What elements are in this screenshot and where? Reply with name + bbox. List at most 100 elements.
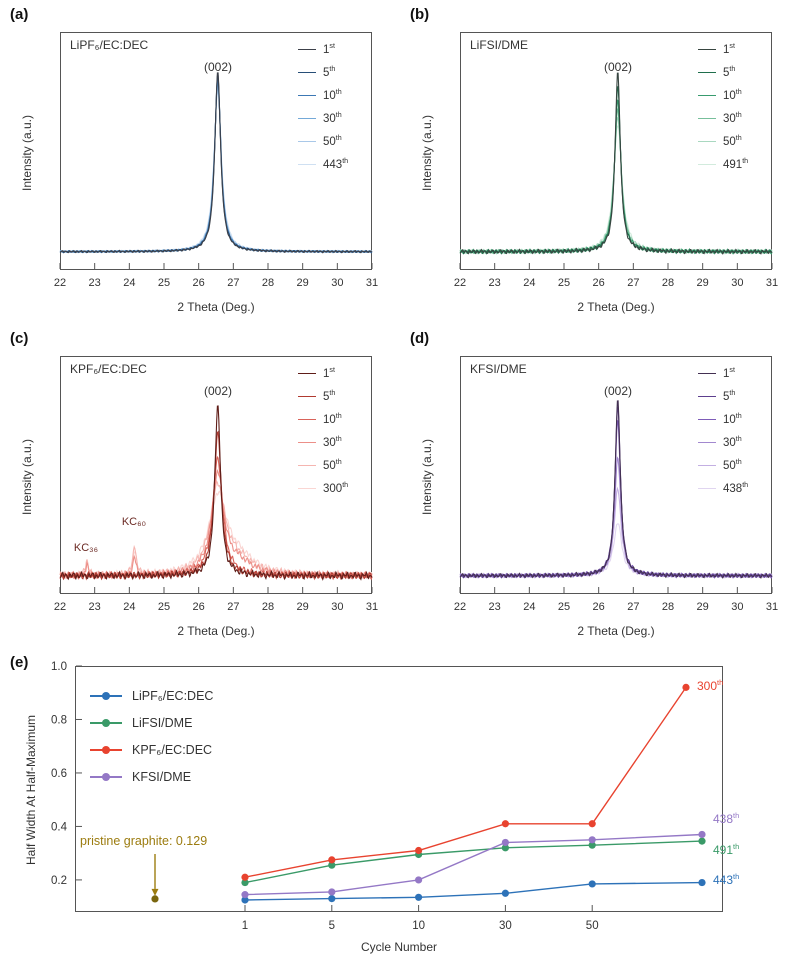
panel-c-peak-label: (002) <box>203 384 232 398</box>
y-tick-label: 1.0 <box>51 661 67 673</box>
xrd-curve-50th <box>459 486 773 579</box>
x-tick-label: 31 <box>766 277 778 289</box>
legend-line-sample <box>698 164 716 165</box>
legend-line-sample <box>698 396 716 397</box>
legend-marker <box>90 772 122 782</box>
x-tick-label: 1 <box>242 920 248 932</box>
x-tick-label: 23 <box>89 601 101 613</box>
plot-frame <box>60 356 372 594</box>
x-tick-label: 26 <box>593 601 605 613</box>
legend-entry-50th: 50th <box>698 454 748 477</box>
legend-entry-KPF₆/EC:DEC: KPF₆/EC:DEC <box>90 736 213 763</box>
panel-c-y-axis-label: Intensity (a.u.) <box>20 438 34 516</box>
panel-a: (a) Intensity (a.u.) 22 23 24 25 26 27 28 29 30 3… <box>0 6 400 328</box>
x-tick-label: 27 <box>627 277 639 289</box>
legend-entry-443th: 443th <box>298 153 348 176</box>
series-point-KFSI/DME <box>501 838 509 847</box>
legend-label: 438th <box>723 480 749 495</box>
y-tick-label: 0.2 <box>51 875 67 887</box>
legend-label: 300th <box>323 480 349 495</box>
legend-marker-dot <box>102 718 110 727</box>
panel-c-label: (c) <box>10 330 29 347</box>
panel-d-electrolyte-label: KFSI/DME <box>470 362 527 376</box>
legend-line-sample <box>698 72 716 73</box>
x-tick-label: 30 <box>331 601 343 613</box>
legend-line-sample <box>298 419 316 420</box>
legend-line-sample <box>298 141 316 142</box>
x-tick-label: 30 <box>731 601 743 613</box>
legend-marker <box>90 718 122 728</box>
series-point-KPF₆/EC:DEC <box>588 820 596 828</box>
x-tick-label: 24 <box>123 601 135 613</box>
final-cycle-label-300th: 300th <box>697 678 724 694</box>
legend-label: 10th <box>723 411 742 426</box>
series-line-KPF₆/EC:DEC <box>244 687 687 878</box>
legend-label: 1st <box>323 41 335 56</box>
panel-d-legend: 1st 5th 10th 30th 50th 438th <box>698 362 748 500</box>
hwhm-plot: 0.2 0.4 0.6 0.8 1.0 1 5 10 30 50 <box>51 661 723 932</box>
x-tick-label: 28 <box>262 601 274 613</box>
x-tick-label: 30 <box>331 277 343 289</box>
legend-entry-10th: 10th <box>298 408 348 431</box>
legend-marker <box>90 745 122 755</box>
xrd-curve-300th <box>59 490 373 580</box>
legend-label: KFSI/DME <box>132 769 192 784</box>
legend-line-sample <box>698 419 716 420</box>
legend-entry-30th: 30th <box>698 107 748 130</box>
panel-d-label: (d) <box>410 330 430 347</box>
x-tick-label: 24 <box>523 277 535 289</box>
panel-c-legend: 1st 5th 10th 30th 50th 300th <box>298 362 348 500</box>
legend-entry-1st: 1st <box>698 38 748 61</box>
series-point-KPF₆/EC:DEC <box>328 856 336 864</box>
legend-label: 10th <box>323 87 342 102</box>
panel-c-kc60-annotation: KC₆₀ <box>121 516 147 528</box>
legend-entry-1st: 1st <box>298 38 348 61</box>
x-tick-label: 25 <box>558 277 570 289</box>
series-point-LiPF₆/EC:DEC <box>501 889 509 897</box>
x-tick-label: 28 <box>662 601 674 613</box>
x-tick-label: 5 <box>329 920 335 932</box>
legend-line-sample <box>298 118 316 119</box>
x-tick-label: 23 <box>489 601 501 613</box>
panel-b-peak-label: (002) <box>603 60 632 74</box>
panel-b-xrd-plot: 22 23 24 25 26 27 28 29 30 31 <box>454 32 778 289</box>
x-tick-label: 27 <box>227 601 239 613</box>
x-tick-label: 28 <box>662 277 674 289</box>
plot-frame <box>60 32 372 270</box>
legend-label: 443th <box>323 156 349 171</box>
final-cycle-label-438th: 438th <box>713 811 740 827</box>
panel-d-xrd-plot: 22 23 24 25 26 27 28 29 30 31 <box>454 356 778 613</box>
x-tick-label: 22 <box>54 601 66 613</box>
panel-a-electrolyte-label: LiPF₆/EC:DEC <box>70 38 149 52</box>
y-tick-label: 0.4 <box>51 821 68 833</box>
legend-label: 491th <box>723 156 749 171</box>
legend-label: LiPF₆/EC:DEC <box>132 688 214 703</box>
pristine-graphite-annotation: pristine graphite: 0.129 <box>80 834 208 848</box>
series-point-LiFSI/DME <box>501 844 509 852</box>
legend-label: 30th <box>723 434 742 449</box>
x-tick-label: 31 <box>766 601 778 613</box>
x-tick-label: 23 <box>89 277 101 289</box>
series-point-LiPF₆/EC:DEC <box>415 893 423 901</box>
series-point-LiPF₆/EC:DEC <box>588 880 596 888</box>
panel-a-legend: 1st 5th 10th 30th 50th 443th <box>298 38 348 176</box>
legend-line-sample <box>698 118 716 119</box>
series-point-LiFSI/DME <box>698 837 706 845</box>
plot-frame <box>460 32 772 270</box>
hwhm-legend: LiPF₆/EC:DEC LiFSI/DME KPF₆/EC:DEC KFSI/DME <box>90 682 213 790</box>
plot-frame <box>460 356 772 594</box>
series-line-LiPF₆/EC:DEC <box>244 881 703 901</box>
x-tick-label: 50 <box>586 920 599 932</box>
pristine-arrow-head <box>151 888 159 896</box>
legend-entry-KFSI/DME: KFSI/DME <box>90 763 213 790</box>
legend-entry-5th: 5th <box>298 61 348 84</box>
final-cycle-label-491th: 491th <box>713 842 740 858</box>
panel-c-xrd-plot: 22 23 24 25 26 27 28 29 30 31 <box>54 356 378 613</box>
panel-a-x-axis-label: 2 Theta (Deg.) <box>177 300 255 314</box>
x-tick-label: 25 <box>158 277 170 289</box>
panel-b-x-axis-label: 2 Theta (Deg.) <box>577 300 655 314</box>
legend-label: 30th <box>323 434 342 449</box>
legend-line-sample <box>298 164 316 165</box>
legend-label: 50th <box>323 133 342 148</box>
panel-a-peak-label: (002) <box>203 60 232 74</box>
